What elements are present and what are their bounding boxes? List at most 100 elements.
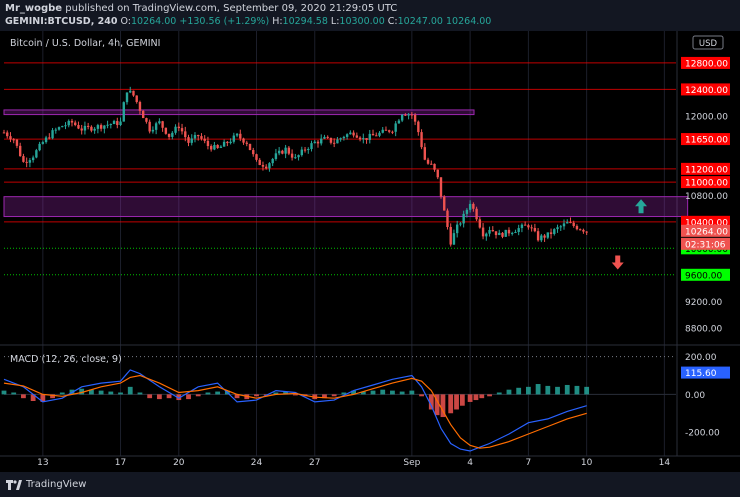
- candle-body: [375, 135, 378, 137]
- macd-series-line: [3, 374, 587, 449]
- candle-body: [307, 149, 310, 151]
- macd-histogram: [1, 384, 590, 418]
- candle-body: [566, 222, 569, 224]
- candle-body: [520, 224, 524, 229]
- candle-body: [585, 231, 588, 233]
- histogram-bar: [545, 385, 551, 395]
- candle-body: [187, 137, 190, 143]
- candle-body: [320, 138, 323, 144]
- x-tick-label: 7: [526, 458, 532, 468]
- candle-body: [498, 232, 501, 236]
- candle-body: [410, 114, 414, 116]
- candle-body: [511, 232, 514, 234]
- candle-body: [494, 231, 498, 236]
- histogram-bar: [473, 394, 479, 401]
- zone-rect: [3, 109, 475, 116]
- candle-body: [556, 227, 559, 230]
- candle-body: [209, 146, 213, 150]
- histogram-bar: [156, 394, 162, 400]
- candle-body: [12, 139, 15, 141]
- histogram-bar: [584, 386, 590, 395]
- candle-body: [417, 121, 420, 133]
- candle-body: [339, 138, 342, 140]
- macd-value-tag-bg: [681, 366, 730, 379]
- candle-body: [261, 164, 265, 167]
- histogram-bar: [40, 394, 46, 402]
- histogram-bar: [1, 390, 7, 395]
- candle-body: [67, 120, 70, 126]
- candle-body: [103, 125, 106, 129]
- ohlc-line: GEMINI:BTCUSD, 240 O:10264.00 +130.56 (+…: [5, 16, 491, 27]
- candle-body: [326, 136, 329, 138]
- candle-body: [57, 127, 61, 130]
- candle-body: [264, 166, 268, 169]
- x-tick-label: 14: [659, 458, 671, 468]
- candle-body: [491, 229, 494, 232]
- candle-body: [141, 110, 145, 119]
- candle-body: [316, 141, 320, 144]
- candle-body: [514, 231, 517, 233]
- brand[interactable]: TradingView: [6, 479, 86, 490]
- histogram-bar: [273, 392, 279, 395]
- histogram-bar: [283, 391, 289, 395]
- candle-body: [154, 123, 158, 130]
- brand-label: TradingView: [26, 479, 87, 490]
- histogram-bar: [454, 394, 459, 410]
- candle-body: [216, 144, 219, 148]
- candle-body: [171, 132, 174, 137]
- candle-body: [235, 133, 239, 136]
- candle-body: [407, 114, 410, 116]
- close-label: C:: [387, 16, 398, 27]
- candle-body: [255, 154, 258, 160]
- price-tag-bg: [681, 162, 730, 175]
- candle-body: [93, 128, 96, 131]
- candle-body: [478, 219, 482, 228]
- histogram-bar: [331, 394, 337, 397]
- candle-body: [197, 135, 200, 137]
- candle-body: [381, 129, 384, 133]
- candle-body: [329, 137, 333, 143]
- macd-lines: [3, 369, 587, 452]
- y-tick-label: 12400.00: [685, 86, 728, 96]
- candle-body: [569, 222, 572, 224]
- y-tick-label: 12800.00: [685, 59, 728, 69]
- x-tick-label: 4: [467, 458, 473, 468]
- high-value: 10294.58: [282, 16, 328, 27]
- histogram-bar: [215, 391, 221, 395]
- candle-body: [468, 203, 472, 210]
- candle-body: [459, 223, 462, 225]
- arrow-down-icon: [611, 255, 624, 270]
- candle-body: [268, 163, 271, 169]
- histogram-bar: [496, 392, 502, 395]
- y-tick-label: 11650.00: [685, 136, 728, 146]
- candle-body: [462, 213, 465, 224]
- histogram-bar: [564, 384, 570, 395]
- candle-body: [106, 124, 109, 126]
- arrows: [611, 199, 648, 270]
- candle-body: [86, 125, 90, 127]
- candle-body: [277, 150, 281, 154]
- currency-button[interactable]: USD: [692, 35, 724, 50]
- candle-body: [70, 120, 74, 123]
- candle-body: [248, 143, 252, 151]
- zone-rect: [3, 196, 689, 218]
- published-text: published on TradingView.com, September …: [65, 3, 398, 14]
- chart-frame[interactable]: 13 17 20 24 27 Sep 4 7 10 14 12800.00 12400.00 12000…: [0, 31, 740, 472]
- histogram-bar: [535, 384, 541, 395]
- chart-canvas[interactable]: 13 17 20 24 27 Sep 4 7 10 14 12800.00 12400.00 12000…: [0, 31, 740, 472]
- candle-body: [533, 228, 537, 232]
- author-name[interactable]: Mr_wogbe: [5, 3, 63, 14]
- candle-body: [303, 149, 307, 151]
- last-value: 10264.00: [446, 16, 492, 27]
- histogram-bar: [176, 394, 182, 401]
- candle-body: [213, 144, 216, 150]
- candle-body: [523, 224, 527, 226]
- candle-body: [138, 101, 142, 111]
- price-tag-bg: [681, 215, 730, 228]
- candle-body: [167, 133, 171, 137]
- candle-body: [74, 122, 77, 126]
- candle-body: [61, 126, 64, 128]
- histogram-bar: [127, 386, 133, 395]
- candle-body: [397, 120, 401, 124]
- candle-body: [365, 138, 368, 140]
